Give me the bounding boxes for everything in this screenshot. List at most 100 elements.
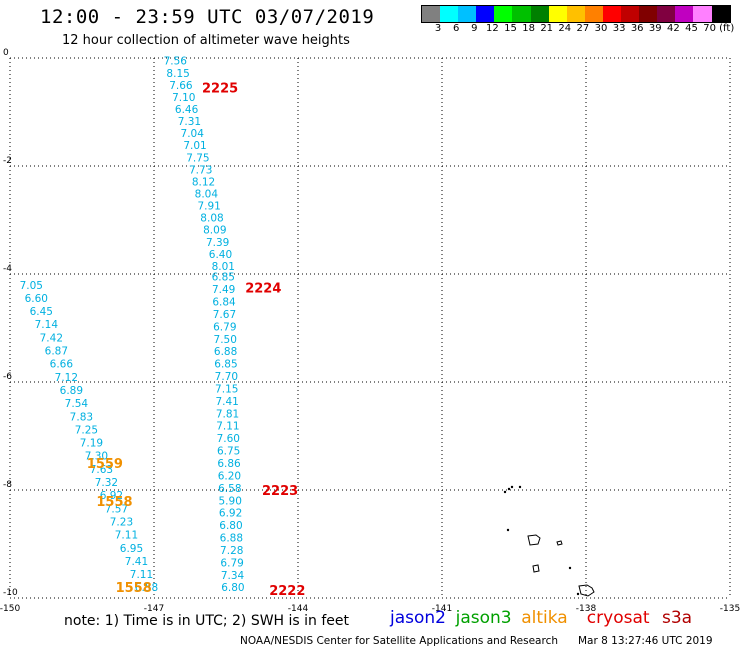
scale-label: 70: [703, 23, 716, 34]
scale-label: 15: [504, 23, 517, 34]
legend-item: altika: [521, 608, 568, 628]
wave-height-value: 7.34: [221, 570, 245, 582]
scale-swatch: [675, 6, 694, 22]
pass-time-label: 2224: [245, 282, 281, 297]
wave-height-value: 7.11: [216, 421, 239, 433]
wave-height-value: 7.15: [215, 383, 238, 395]
x-tick-label: -135: [720, 604, 740, 614]
scale-swatch: [458, 6, 477, 22]
wave-height-value: 7.14: [35, 319, 59, 331]
wave-height-value: 6.40: [209, 249, 232, 261]
pass-time-label: 1559: [87, 457, 123, 472]
wave-height-value: 6.46: [175, 104, 199, 116]
y-tick-label: -4: [3, 264, 12, 274]
wave-height-value: 7.54: [65, 398, 89, 410]
wave-height-value: 7.25: [75, 424, 98, 436]
wave-height-value: 8.08: [200, 213, 223, 225]
scale-label: 30: [594, 23, 608, 34]
wave-height-value: 7.83: [70, 411, 93, 423]
wave-height-value: 7.67: [213, 309, 236, 321]
x-tick-label: -147: [144, 604, 164, 614]
wave-height-value: 7.32: [95, 477, 118, 489]
x-tick-label: -150: [0, 604, 20, 614]
island-dot: [518, 485, 522, 489]
wave-height-value: 7.10: [172, 92, 195, 104]
island-outline: [556, 540, 563, 546]
wave-height-value: 7.70: [215, 371, 238, 383]
y-tick-label: -8: [3, 480, 12, 490]
island-outline: [527, 534, 541, 546]
scale-swatch: [530, 6, 549, 22]
wave-height-value: 6.88: [220, 533, 243, 545]
x-tick-label: -141: [432, 604, 452, 614]
island-dot: [503, 490, 507, 494]
wave-height-value: 7.42: [40, 332, 63, 344]
wave-height-value: 5.90: [219, 495, 242, 507]
scale-label: 3: [434, 23, 442, 34]
pass-time-label: 1558: [116, 581, 152, 596]
wave-height-value: 6.87: [45, 346, 68, 358]
wave-height-value: 6.58: [135, 582, 158, 594]
wave-height-value: 6.60: [25, 293, 48, 305]
wave-height-value: 6.80: [221, 582, 244, 594]
scale-label: (ft): [719, 23, 735, 34]
scale-swatch: [602, 6, 622, 22]
y-tick-label: 0: [3, 48, 9, 58]
wave-height-value: 8.04: [195, 188, 219, 200]
wave-height-value: 7.04: [181, 128, 205, 140]
wave-height-value: 7.60: [217, 433, 240, 445]
legend-item: jason2: [390, 608, 446, 628]
scale-label: 12: [486, 23, 499, 34]
wave-height-value: 6.89: [60, 385, 83, 397]
wave-height-value: 7.63: [90, 464, 113, 476]
scale-swatch: [512, 6, 531, 22]
legend-item: jason3: [455, 608, 512, 628]
wave-height-value: 7.81: [216, 408, 239, 420]
wave-height-value: 7.41: [215, 396, 238, 408]
footer-note: note: 1) Time is in UTC; 2) SWH is in fe…: [64, 613, 350, 629]
wave-height-value: 6.79: [213, 321, 236, 333]
scale-swatch: [621, 6, 640, 22]
wave-height-value: 7.31: [178, 116, 201, 128]
scale-swatch: [440, 6, 459, 22]
wave-height-value: 7.57: [105, 503, 128, 515]
wave-height-value: 8.01: [212, 261, 235, 273]
scale-label: 27: [576, 23, 590, 34]
scale-swatch: [639, 6, 658, 22]
wave-height-value: 7.11: [115, 530, 138, 542]
scale-label: 39: [648, 23, 662, 34]
legend-item: s3a: [662, 608, 693, 628]
wave-height-value: 7.05: [20, 280, 43, 292]
wave-height-value: 7.01: [183, 140, 206, 152]
wave-height-value: 8.12: [192, 176, 215, 188]
scale-swatch: [548, 6, 567, 22]
island-dot: [506, 528, 510, 532]
scale-swatch: [711, 6, 730, 22]
island-dot: [507, 487, 511, 491]
wave-height-value: 7.28: [220, 545, 243, 557]
x-tick-label: -144: [288, 604, 309, 614]
scale-swatch: [494, 6, 513, 22]
wave-height-value: 7.49: [212, 284, 235, 296]
pass-time-label: 1558: [96, 495, 132, 510]
wave-height-value: 7.39: [206, 237, 229, 249]
island-dot: [568, 566, 572, 570]
scale-label: 6: [453, 23, 460, 34]
wave-height-value: 7.19: [80, 438, 103, 450]
y-tick-label: -2: [3, 156, 12, 166]
island-outline: [532, 564, 540, 573]
wave-height-value: 6.85: [214, 359, 237, 371]
scale-label: 42: [667, 23, 680, 34]
pass-time-label: 2225: [202, 82, 238, 97]
y-tick-label: -6: [3, 372, 12, 382]
scale-label: 24: [558, 23, 572, 34]
wave-height-value: 7.30: [85, 451, 108, 463]
wave-height-value: 6.84: [212, 297, 236, 309]
wave-height-value: 7.12: [55, 372, 78, 384]
wave-height-value: 6.66: [50, 359, 74, 371]
wave-height-value: 7.50: [214, 334, 237, 346]
scale-label: 9: [471, 23, 478, 34]
wave-height-value: 7.56: [164, 56, 188, 68]
wave-height-value: 6.92: [100, 490, 123, 502]
scale-label: 45: [685, 23, 698, 34]
